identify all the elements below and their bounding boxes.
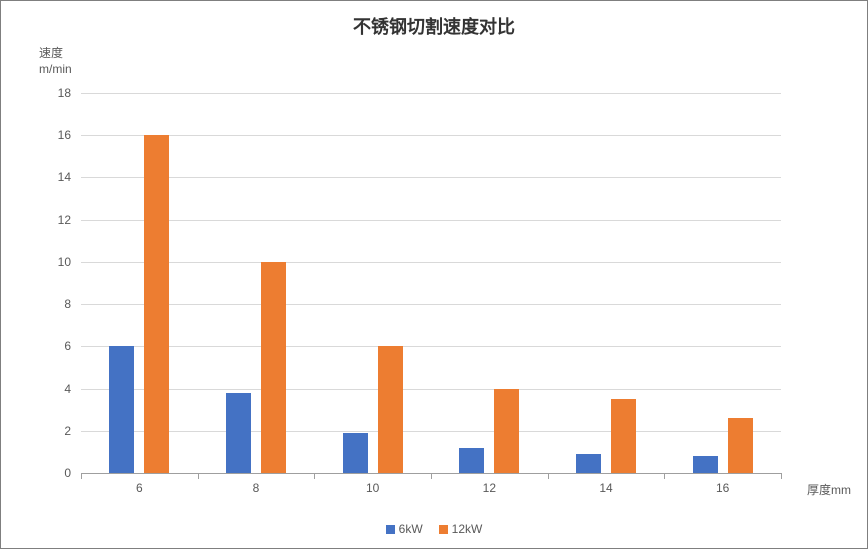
y-axis-label-line2: m/min — [39, 62, 72, 76]
bar-6kW — [576, 454, 601, 473]
bar-6kW — [226, 393, 251, 473]
legend-text: 12kW — [452, 522, 483, 536]
gridline — [81, 262, 781, 263]
x-tick-label: 6 — [136, 481, 143, 495]
y-tick-label: 10 — [41, 255, 71, 269]
gridline — [81, 135, 781, 136]
gridline — [81, 220, 781, 221]
gridline — [81, 93, 781, 94]
bar-12kW — [378, 346, 403, 473]
x-tick-mark — [548, 473, 549, 479]
x-tick-mark — [781, 473, 782, 479]
legend-swatch — [386, 525, 395, 534]
x-tick-label: 16 — [716, 481, 729, 495]
y-tick-label: 4 — [41, 382, 71, 396]
bar-12kW — [611, 399, 636, 473]
bar-12kW — [728, 418, 753, 473]
x-tick-mark — [664, 473, 665, 479]
y-axis-label: 速度 m/min — [39, 45, 72, 77]
legend-text: 6kW — [399, 522, 423, 536]
gridline — [81, 346, 781, 347]
y-tick-label: 0 — [41, 466, 71, 480]
y-tick-label: 2 — [41, 424, 71, 438]
y-tick-label: 6 — [41, 339, 71, 353]
x-tick-label: 12 — [483, 481, 496, 495]
gridline — [81, 304, 781, 305]
gridline — [81, 389, 781, 390]
x-tick-label: 14 — [599, 481, 612, 495]
y-tick-label: 18 — [41, 86, 71, 100]
y-tick-label: 12 — [41, 213, 71, 227]
x-tick-mark — [314, 473, 315, 479]
plot-area: 0246810121416186810121416 — [81, 93, 781, 473]
x-tick-label: 10 — [366, 481, 379, 495]
gridline — [81, 177, 781, 178]
y-axis-label-line1: 速度 — [39, 46, 63, 60]
x-tick-mark — [431, 473, 432, 479]
y-tick-label: 16 — [41, 128, 71, 142]
bar-12kW — [144, 135, 169, 473]
legend-item-12kW: 12kW — [439, 521, 483, 536]
bar-6kW — [459, 448, 484, 473]
x-tick-mark — [81, 473, 82, 479]
bar-12kW — [494, 389, 519, 473]
x-axis-label: 厚度mm — [807, 481, 851, 498]
bar-12kW — [261, 262, 286, 473]
y-tick-label: 14 — [41, 170, 71, 184]
bar-6kW — [343, 433, 368, 473]
x-tick-mark — [198, 473, 199, 479]
chart-container: 不锈钢切割速度对比 速度 m/min 024681012141618681012… — [0, 0, 868, 549]
legend-item-6kW: 6kW — [386, 521, 423, 536]
legend: 6kW 12kW — [1, 521, 867, 536]
x-tick-label: 8 — [253, 481, 260, 495]
chart-title: 不锈钢切割速度对比 — [1, 1, 867, 39]
y-tick-label: 8 — [41, 297, 71, 311]
bar-6kW — [109, 346, 134, 473]
legend-swatch — [439, 525, 448, 534]
bar-6kW — [693, 456, 718, 473]
gridline — [81, 431, 781, 432]
